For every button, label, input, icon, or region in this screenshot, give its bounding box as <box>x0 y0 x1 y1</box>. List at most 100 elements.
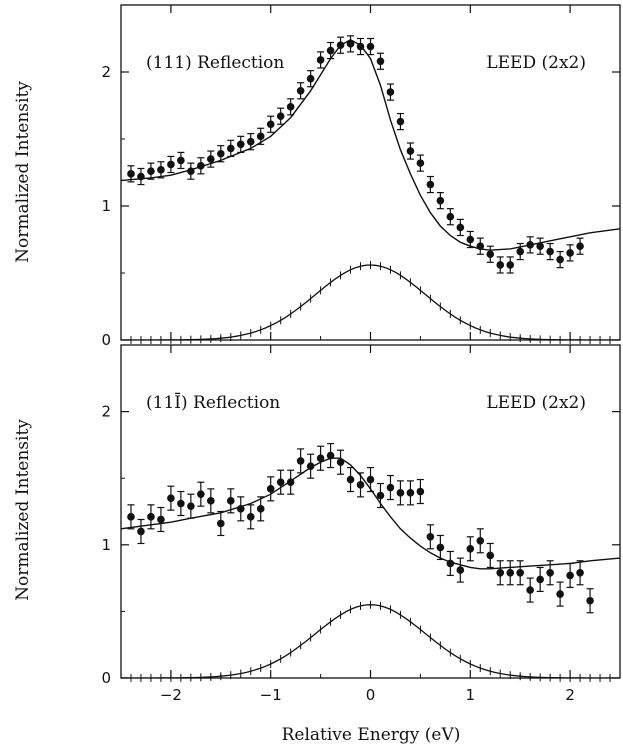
data-point <box>466 544 475 553</box>
panel-bottom: 0 1 2 −2 −1 0 1 2 Normalized Intensity (11Ī) Refl… <box>13 344 621 704</box>
y-tick-label: 1 <box>101 536 111 554</box>
data-point <box>436 543 445 552</box>
data-point <box>566 249 574 257</box>
peak-curve <box>121 264 620 340</box>
data-point <box>326 46 335 55</box>
data-point <box>316 454 325 463</box>
data-point <box>326 451 335 460</box>
data-point <box>157 515 165 524</box>
panel-label-reflection: (111) Reflection <box>146 53 284 73</box>
data-point <box>426 533 435 541</box>
data-point <box>396 489 405 497</box>
data-point <box>486 250 495 259</box>
data-point <box>536 242 544 250</box>
data-point <box>356 481 365 489</box>
data-point <box>296 457 305 465</box>
y-tick-label: 1 <box>101 197 111 215</box>
data-point <box>586 596 594 605</box>
data-point <box>187 167 195 175</box>
y-tick-label: 2 <box>101 63 111 81</box>
data-point <box>246 513 255 521</box>
data-point <box>266 120 275 129</box>
data-point <box>366 42 375 51</box>
x-axis-label: Relative Energy (eV) <box>282 725 461 745</box>
data-point <box>406 489 415 497</box>
data-point <box>416 487 425 496</box>
data-point <box>526 586 534 594</box>
x-tick-label: −1 <box>260 686 282 704</box>
y-axis-label: Normalized Intensity <box>13 419 33 601</box>
data-point <box>147 513 155 521</box>
data-point <box>306 462 315 471</box>
data-point <box>226 144 235 153</box>
data-point <box>187 502 195 510</box>
data-point <box>167 494 175 502</box>
data-point <box>157 166 165 174</box>
data-point <box>496 261 505 269</box>
data-point <box>336 41 345 49</box>
data-point <box>476 242 485 250</box>
data-point <box>286 103 295 111</box>
data-point <box>496 568 505 577</box>
data-point <box>506 261 515 269</box>
data-point <box>456 223 465 232</box>
data-point <box>556 255 564 264</box>
data-point <box>197 162 205 170</box>
data-point <box>486 551 495 560</box>
data-point <box>167 160 175 169</box>
data-point <box>266 485 275 493</box>
data-point <box>306 74 315 83</box>
data-point <box>576 242 584 250</box>
data-point <box>416 159 425 167</box>
data-point <box>256 505 265 513</box>
data-point <box>546 247 554 256</box>
data-point <box>376 491 385 500</box>
data-point <box>386 88 395 96</box>
data-point <box>276 478 285 486</box>
panel-top: 0 1 2 Normalized Intensity (111) Reflection L… <box>13 4 621 349</box>
data-point <box>476 537 485 545</box>
y-tick-label: 0 <box>101 331 111 349</box>
panel-label-leed: LEED (2x2) <box>486 393 586 413</box>
data-point <box>127 170 135 178</box>
data-point <box>346 40 355 48</box>
data-point <box>177 499 185 508</box>
data-point <box>436 196 445 205</box>
data-point <box>406 147 415 155</box>
data-point <box>516 247 524 256</box>
data-point <box>386 483 395 492</box>
data-point <box>466 235 475 244</box>
data-point <box>336 458 345 467</box>
data-point <box>236 140 245 149</box>
data-point <box>576 568 584 577</box>
fit-curve <box>121 457 620 570</box>
data-point <box>246 137 255 146</box>
data-point <box>207 497 215 505</box>
data-point <box>207 155 215 163</box>
data-point <box>127 513 135 521</box>
data-point <box>286 478 295 486</box>
data-point <box>276 112 285 121</box>
data-point <box>566 571 574 580</box>
data-point <box>446 212 455 221</box>
panel-label-leed: LEED (2x2) <box>486 53 586 73</box>
data-point <box>516 568 524 577</box>
panel-label-reflection: (11Ī) Reflection <box>146 392 280 413</box>
data-point <box>556 590 564 598</box>
data-point <box>137 172 145 181</box>
data-point <box>536 575 544 584</box>
data-point <box>356 42 365 51</box>
data-point <box>376 57 385 66</box>
x-tick-label: 0 <box>366 686 376 704</box>
data-point <box>296 86 305 95</box>
data-point <box>316 56 325 64</box>
data-point <box>217 149 225 158</box>
data-point <box>236 505 245 513</box>
x-tick-label: −2 <box>160 686 182 704</box>
data-point <box>197 490 205 498</box>
data-point <box>546 568 554 577</box>
y-tick-label: 2 <box>101 403 111 421</box>
y-axis-label: Normalized Intensity <box>13 81 33 263</box>
data-point <box>396 117 405 126</box>
